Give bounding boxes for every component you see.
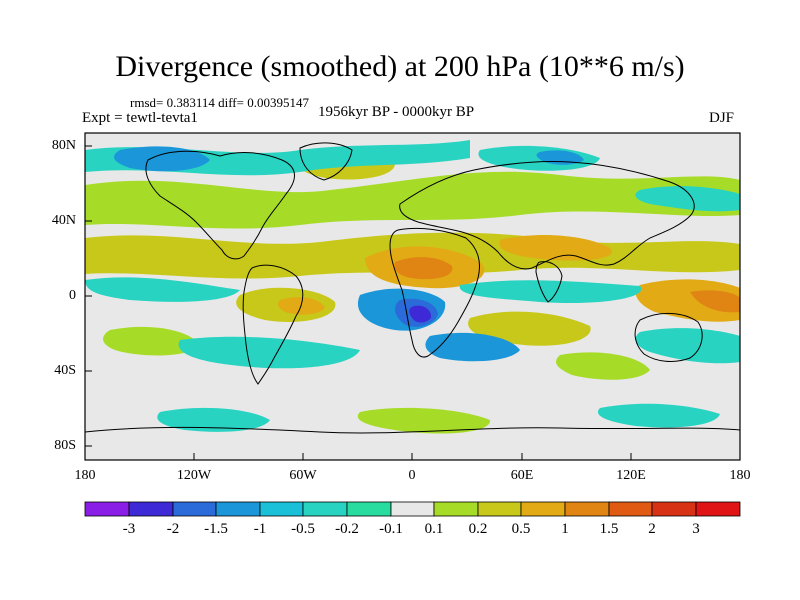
- colorbar-box: [564, 501, 610, 517]
- colorbar-box: [172, 501, 217, 517]
- field-pos-patch-indian: [468, 311, 591, 346]
- colorbar-label: 1: [561, 521, 569, 537]
- field-pos-max-pacific: [690, 290, 740, 313]
- colorbar-label: 1.5: [599, 521, 619, 537]
- colorbar-box: [520, 501, 566, 517]
- experiment-label: Expt = tewtl-tevta1: [82, 110, 198, 126]
- field-pos-patch-south2: [556, 352, 650, 380]
- coast-eurasia: [399, 160, 695, 270]
- lat-label-eq: 0: [69, 288, 76, 303]
- lon-label-0: 0: [408, 468, 416, 483]
- lat-label-80N: 80N: [51, 138, 76, 153]
- lon-label-180w: 180: [74, 468, 96, 483]
- field-pos-max-africa: [394, 257, 453, 280]
- colorbar-label: -1: [253, 521, 267, 537]
- field-neg-patch-sh: [425, 332, 520, 362]
- field-pos-core-asia: [499, 234, 612, 261]
- map-panel: [85, 133, 740, 460]
- colorbar-box: [651, 501, 697, 517]
- colorbar-label: -0.5: [291, 521, 315, 537]
- field-pos-core-pacific: [635, 279, 740, 322]
- colorbar-box: [84, 501, 130, 517]
- colorbar-label: 0.2: [468, 521, 488, 537]
- field-neg-patch-antarctic: [157, 407, 270, 432]
- lon-label-180e: 180: [729, 468, 751, 483]
- coast-antarctica: [85, 426, 740, 434]
- axis-ticks: [84, 145, 741, 460]
- field-neg-band-eq: [85, 277, 240, 302]
- colorbar-box: [390, 501, 435, 517]
- season-label: DJF: [709, 110, 735, 126]
- lon-label-60W: 60W: [289, 468, 317, 483]
- lat-label-80S: 80S: [54, 438, 76, 453]
- field-pos-patch-antarctic: [357, 407, 491, 434]
- coast-australia: [634, 313, 703, 362]
- colorbar-label: -0.1: [379, 521, 403, 537]
- coastlines: [85, 142, 740, 434]
- lat-label-40S: 40S: [54, 363, 76, 378]
- field-neg-patch-npac: [114, 146, 210, 172]
- lat-label-40N: 40N: [51, 213, 76, 228]
- colorbar-label: 0.5: [511, 521, 531, 537]
- field-pos-band-nh: [85, 171, 740, 229]
- lon-label-120W: 120W: [176, 468, 212, 483]
- stats-line: rmsd= 0.383114 diff= 0.00395147: [130, 95, 309, 110]
- coast-south-america: [242, 264, 304, 385]
- coast-north-america: [145, 150, 295, 260]
- coast-greenland: [299, 142, 353, 181]
- colorbar-box: [302, 501, 348, 517]
- colorbar-box: [695, 501, 741, 517]
- coast-india: [535, 261, 563, 303]
- colorbar-box: [433, 501, 479, 517]
- field-neg-band-sh: [178, 336, 360, 369]
- coast-africa: [389, 227, 480, 358]
- field-neg-max-trop: [409, 305, 432, 323]
- colorbar-label: -2: [166, 521, 180, 537]
- colorbar-box: [215, 501, 261, 517]
- field-neg-patch-antarctic2: [597, 403, 720, 428]
- colorbar-label: 0.1: [424, 521, 444, 537]
- field-pos-patch-south: [103, 326, 200, 356]
- colorbar-label: 2: [648, 521, 656, 537]
- lon-label-120E: 120E: [616, 468, 646, 483]
- colorbar-label: 3: [692, 521, 700, 537]
- colorbar: [84, 501, 741, 517]
- colorbar-box: [346, 501, 392, 517]
- colorbar-box: [128, 501, 174, 517]
- colorbar-box: [608, 501, 653, 517]
- colorbar-box: [259, 501, 304, 517]
- colorbar-box: [477, 501, 522, 517]
- field-neg-band-eq2: [459, 280, 642, 304]
- period-label: 1956kyr BP - 0000kyr BP: [318, 104, 475, 120]
- lon-label-60E: 60E: [510, 468, 534, 483]
- colorbar-label: -0.2: [335, 521, 359, 537]
- colorbar-label: -1.5: [204, 521, 228, 537]
- field-neg-patch-sh2: [635, 328, 740, 364]
- field-neg-patch-subarctic: [635, 186, 740, 212]
- divergence-field: [85, 140, 740, 434]
- map-title: Divergence (smoothed) at 200 hPa (10**6 …: [115, 50, 685, 83]
- colorbar-label: -3: [122, 521, 136, 537]
